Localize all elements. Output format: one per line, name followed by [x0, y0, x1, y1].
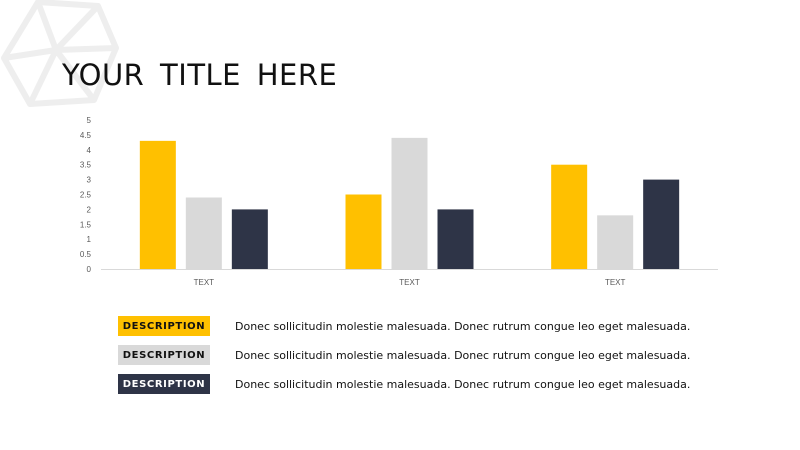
bar-series-3-category-1 [231, 209, 268, 269]
bar-series-3-category-2 [437, 209, 474, 269]
bar-series-2-category-3 [597, 215, 634, 269]
x-tick-label: TEXT [605, 278, 626, 287]
y-tick-label: 0.5 [80, 250, 92, 259]
y-axis-ticks: 0 0.5 1 1.5 2 2.5 3 3.5 4 4.5 5 [80, 116, 92, 274]
description-text-1: Donec sollicitudin molestie malesuada. D… [235, 319, 691, 333]
x-axis-ticks: TEXT TEXT TEXT [194, 278, 626, 287]
y-tick-label: 4 [87, 146, 92, 155]
y-tick-label: 4.5 [80, 131, 92, 140]
bar-series-3-category-3 [643, 179, 680, 269]
y-tick-label: 3 [87, 176, 92, 185]
bars [139, 137, 680, 269]
description-badge-navy: DESCRIPTION [118, 374, 210, 394]
legend: DESCRIPTION Donec sollicitudin molestie … [118, 316, 690, 403]
x-tick-label: TEXT [194, 278, 215, 287]
description-badge-yellow: DESCRIPTION [118, 316, 210, 336]
legend-row-3: DESCRIPTION Donec sollicitudin molestie … [118, 374, 690, 394]
y-tick-label: 1 [87, 235, 92, 244]
y-tick-label: 2 [87, 205, 92, 214]
legend-row-1: DESCRIPTION Donec sollicitudin molestie … [118, 316, 690, 336]
description-badge-gray: DESCRIPTION [118, 345, 210, 365]
legend-row-2: DESCRIPTION Donec sollicitudin molestie … [118, 345, 690, 365]
bar-chart: 0 0.5 1 1.5 2 2.5 3 3.5 4 4.5 5 TEXT TEXT TEXT [80, 116, 718, 287]
decorative-polyhedron-outline [1, 0, 119, 107]
y-tick-label: 0 [87, 265, 92, 274]
bar-series-1-category-1 [139, 140, 176, 269]
bar-series-1-category-2 [345, 194, 382, 269]
page-title: YOUR TITLE HERE [62, 58, 338, 92]
y-tick-label: 1.5 [80, 220, 92, 229]
bar-series-1-category-3 [551, 164, 588, 269]
y-tick-label: 5 [87, 116, 92, 125]
bar-series-2-category-2 [391, 137, 428, 269]
y-tick-label: 3.5 [80, 161, 92, 170]
description-text-2: Donec sollicitudin molestie malesuada. D… [235, 348, 691, 362]
description-text-3: Donec sollicitudin molestie malesuada. D… [235, 377, 691, 391]
x-tick-label: TEXT [399, 278, 420, 287]
bar-series-2-category-1 [185, 197, 222, 269]
y-tick-label: 2.5 [80, 191, 92, 200]
